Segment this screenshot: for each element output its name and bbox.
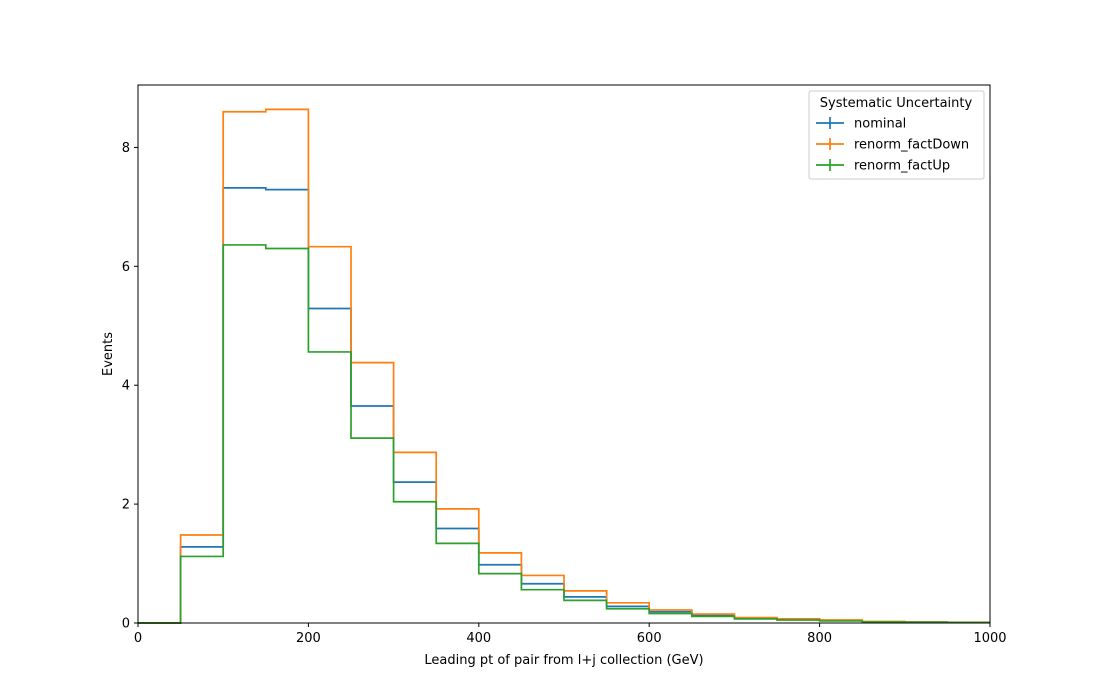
legend-label-renorm_factDown: renorm_factDown [854, 138, 969, 153]
series-line-renorm_factUp [138, 244, 990, 624]
y-tick-label: 4 [122, 379, 130, 394]
y-tick-label: 8 [122, 141, 130, 156]
x-tick-label: 600 [637, 631, 662, 646]
x-tick-label: 400 [466, 631, 491, 646]
x-axis: 0 200 400 600 800 1000 [134, 623, 1007, 646]
legend-title: Systematic Uncertainty [820, 96, 973, 111]
series-layer [138, 108, 990, 624]
y-axis: 0 2 4 6 8 [122, 141, 138, 632]
x-tick-label: 200 [296, 631, 321, 646]
x-axis-label: Leading pt of pair from l+j collection (… [424, 653, 703, 668]
x-tick-label: 1000 [973, 631, 1006, 646]
y-tick-label: 0 [122, 617, 130, 632]
x-tick-label: 0 [134, 631, 142, 646]
y-axis-label: Events [101, 332, 116, 376]
y-tick-label: 6 [122, 260, 130, 275]
x-tick-label: 800 [807, 631, 832, 646]
y-tick-label: 2 [122, 498, 130, 513]
legend: Systematic Uncertainty nominal renorm_fac… [808, 90, 985, 180]
series-line-renorm_factDown [138, 108, 990, 624]
legend-box [808, 90, 985, 180]
legend-label-renorm_factUp: renorm_factUp [854, 159, 950, 174]
legend-label-nominal: nominal [854, 117, 906, 132]
plot-frame [137, 84, 991, 624]
